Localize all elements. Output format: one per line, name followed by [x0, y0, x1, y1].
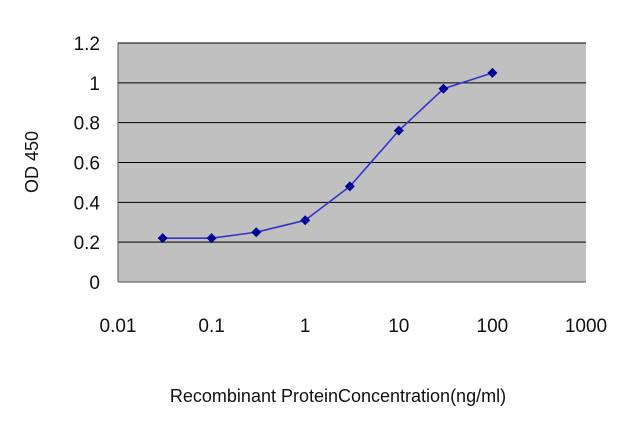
- data-point-marker: [487, 67, 498, 78]
- data-point-marker: [300, 215, 311, 226]
- x-axis-title: Recombinant ProteinConcentration(ng/ml): [170, 386, 506, 406]
- data-point-marker: [251, 227, 262, 238]
- x-tick-label: 1000: [565, 316, 607, 337]
- x-tick-labels: 0.01 0.1 1 10 100 1000: [100, 316, 608, 337]
- data-point-marker: [393, 125, 404, 136]
- x-tick-label: 100: [477, 316, 509, 337]
- x-tick-label: 10: [388, 316, 409, 337]
- series-layer: [157, 67, 498, 244]
- y-tick-label: 1: [89, 74, 100, 95]
- y-tick-label: 0.8: [74, 114, 100, 135]
- y-tick-labels: 0 0.2 0.4 0.6 0.8 1 1.2: [74, 34, 101, 294]
- series-line: [162, 72, 493, 239]
- x-tick-label: 0.1: [198, 316, 224, 337]
- data-point-marker: [206, 233, 217, 244]
- x-tick-label: 0.01: [100, 316, 137, 337]
- x-tick-label: 1: [300, 316, 311, 337]
- y-tick-label: 0.2: [74, 233, 100, 254]
- y-tick-label: 0.6: [74, 154, 100, 175]
- gridlines: [118, 42, 586, 243]
- y-tick-label: 1.2: [74, 34, 100, 55]
- y-axis-title: OD 450: [22, 131, 42, 193]
- data-point-marker: [157, 233, 168, 244]
- data-point-marker: [344, 181, 355, 192]
- y-tick-label: 0: [89, 273, 100, 294]
- plot-frame: [117, 43, 586, 283]
- y-tick-label: 0.4: [74, 193, 101, 214]
- data-point-marker: [438, 83, 449, 94]
